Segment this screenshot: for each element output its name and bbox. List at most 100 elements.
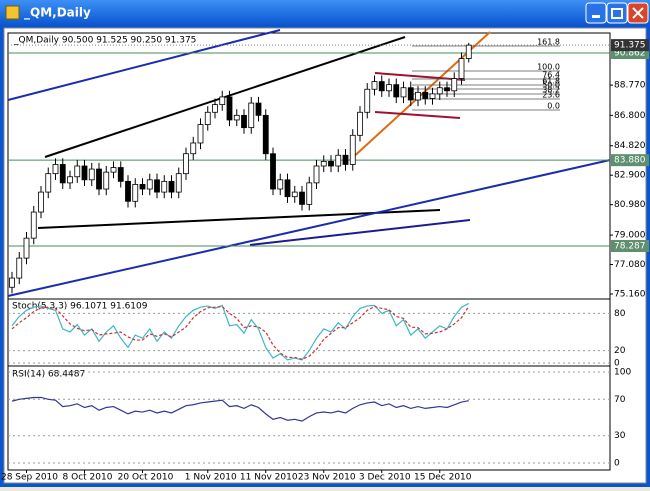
fib-label: 23.6 [542,91,560,100]
candle-body [284,179,291,198]
fib-label: 50.0 [542,81,560,90]
candle-body [255,102,262,116]
candle-body [248,102,255,129]
candle-body [320,160,327,167]
candle-body [313,165,320,184]
candle-body [45,173,52,193]
candle-body [9,277,15,288]
candle-body [458,58,465,79]
candle-body [132,184,139,202]
y-tick-label: 80.980 [614,200,646,210]
window-title: _QM,Daily [24,6,91,21]
candle-body [328,160,334,167]
candle-body [139,184,146,190]
close-icon [632,7,644,19]
indicator-line [11,305,470,360]
price-label: 78.287 [614,242,646,252]
price-label-box [611,240,649,253]
candle-body [451,78,458,92]
candle-body [407,87,414,101]
y-tick-label: 30 [614,431,626,441]
candle-body [219,96,226,106]
candle-body [371,81,378,90]
candle-body [183,153,189,175]
candle-body [103,171,110,190]
candle-body [386,84,392,92]
fib-label: 100.0 [537,63,560,72]
indicator-line [11,396,469,422]
candle-body [52,164,59,175]
y-tick-label: 80 [614,309,626,319]
x-tick-label: 28 Sep 2010 [1,473,58,483]
rsi-title: RSI(14) 68.4487 [12,370,85,380]
candle-body [422,91,429,99]
y-tick-label: 84.820 [614,141,646,151]
x-tick-label: 20 Oct 2010 [118,473,174,483]
candle-body [299,191,305,205]
candle-body [59,164,66,184]
y-tick-label: 0 [614,359,620,369]
candle-body [154,179,160,193]
fib-label: 61.8 [542,77,560,86]
candle-body [415,91,421,101]
candle-body [88,168,95,181]
candle-body [393,84,400,98]
y-tick-label: 20 [614,346,626,356]
plot-frame [7,32,611,471]
candle-body [342,154,349,165]
candle-body [168,180,175,193]
title-bar [0,0,650,26]
candle-body [262,114,269,155]
candle-body [233,114,240,121]
y-tick-label: 75.160 [614,290,646,300]
candle-body [226,96,233,121]
y-tick-label: 86.800 [614,111,646,121]
y-tick-label: 88.770 [614,81,646,91]
price-label-box [611,154,649,167]
candle-body [23,237,30,259]
candle-body [190,142,197,155]
fib-label: 38.2 [542,86,560,95]
x-tick-label: 8 Oct 2010 [63,473,113,483]
candle-body [30,211,37,239]
candle-body [436,87,443,95]
candle-body [357,111,363,136]
trendline [7,29,281,101]
candle-body [429,93,436,99]
candle-body [67,176,73,184]
x-tick-label: 3 Dec 2010 [359,473,411,483]
fib-label: 161.8 [537,38,560,47]
trendline [7,159,611,297]
x-tick-label: 15 Dec 2010 [414,473,472,483]
candle-body [16,257,23,279]
candle-body [110,167,117,173]
candle-body [400,87,407,98]
trendline [374,111,461,119]
price-label: 90.862 [614,49,646,59]
candle-body [270,153,276,190]
x-tick-label: 11 Nov 2010 [240,473,298,483]
stoch-title: Stoch(5,3,3) 96.1071 91.6109 [12,302,148,312]
candle-body [96,168,102,190]
current-price-box [611,39,649,52]
y-tick-label: 70 [614,395,626,405]
restore-button[interactable] [606,2,628,24]
y-tick-label: 100 [614,368,631,378]
fib-label: 0.0 [547,102,560,111]
minimize-button[interactable] [585,2,607,24]
trendline [249,219,471,246]
candle-body [364,88,371,113]
candle-body [38,191,44,213]
candle-body [125,180,131,202]
candle-body [204,111,211,125]
price-label: 83.880 [614,156,646,166]
candle-body [306,182,313,205]
candle-body [74,165,81,178]
candle-body [212,104,218,113]
candle-body [291,191,298,198]
candle-body [197,124,204,144]
app-icon [5,5,20,20]
x-tick-label: 1 Nov 2010 [185,473,237,483]
